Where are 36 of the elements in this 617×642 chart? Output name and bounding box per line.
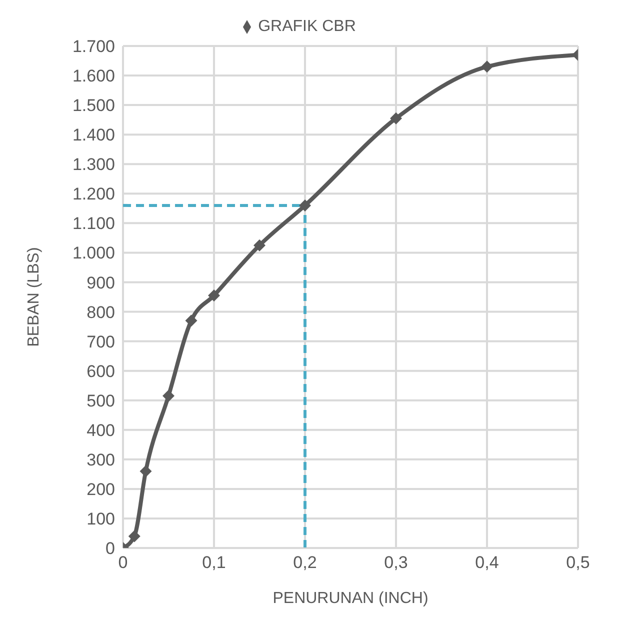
y-tick-label: 1.600 [72,66,115,86]
y-tick-label: 600 [86,362,115,381]
y-axis-title: BEBAN (LBS) [26,247,43,347]
point [208,290,220,302]
y-tick-label: 200 [86,480,115,499]
y-tick-label: 0 [106,539,115,558]
x-tick-label: 0,2 [293,553,317,572]
point [254,239,266,252]
y-tick-label: 800 [86,302,115,322]
y-tick-label: 1.400 [72,126,115,145]
x-axis-title: PENURUNAN (INCH) [272,590,428,607]
point [162,390,174,402]
legend-label: GRAFIK CBR [258,18,356,35]
point [390,112,402,124]
y-tick-label: 1.200 [72,184,115,204]
y-tick-label: 1.700 [72,37,115,56]
y-tick-label: 500 [86,391,115,410]
y-tick-label: 1.300 [72,155,115,174]
y-tick-label: 1.100 [72,214,115,234]
y-tick-label: 300 [86,450,115,470]
y-tick-label: 1.500 [72,96,115,116]
point [185,314,198,327]
x-tick-label: 0 [118,553,128,572]
y-tick-label: 400 [86,420,115,440]
x-tick-label: 0,1 [202,553,226,572]
point [299,199,311,212]
point [140,465,152,478]
y-tick-label: 1.000 [72,244,115,263]
point [481,60,493,73]
x-tick-label: 0,5 [566,553,590,572]
y-tick-label: 700 [86,332,115,352]
y-tick-label: 100 [86,510,115,529]
y-tick-label: 900 [86,273,115,292]
x-tick-label: 0,4 [475,553,499,572]
point [128,530,140,542]
x-tick-label: 0,3 [384,553,408,572]
